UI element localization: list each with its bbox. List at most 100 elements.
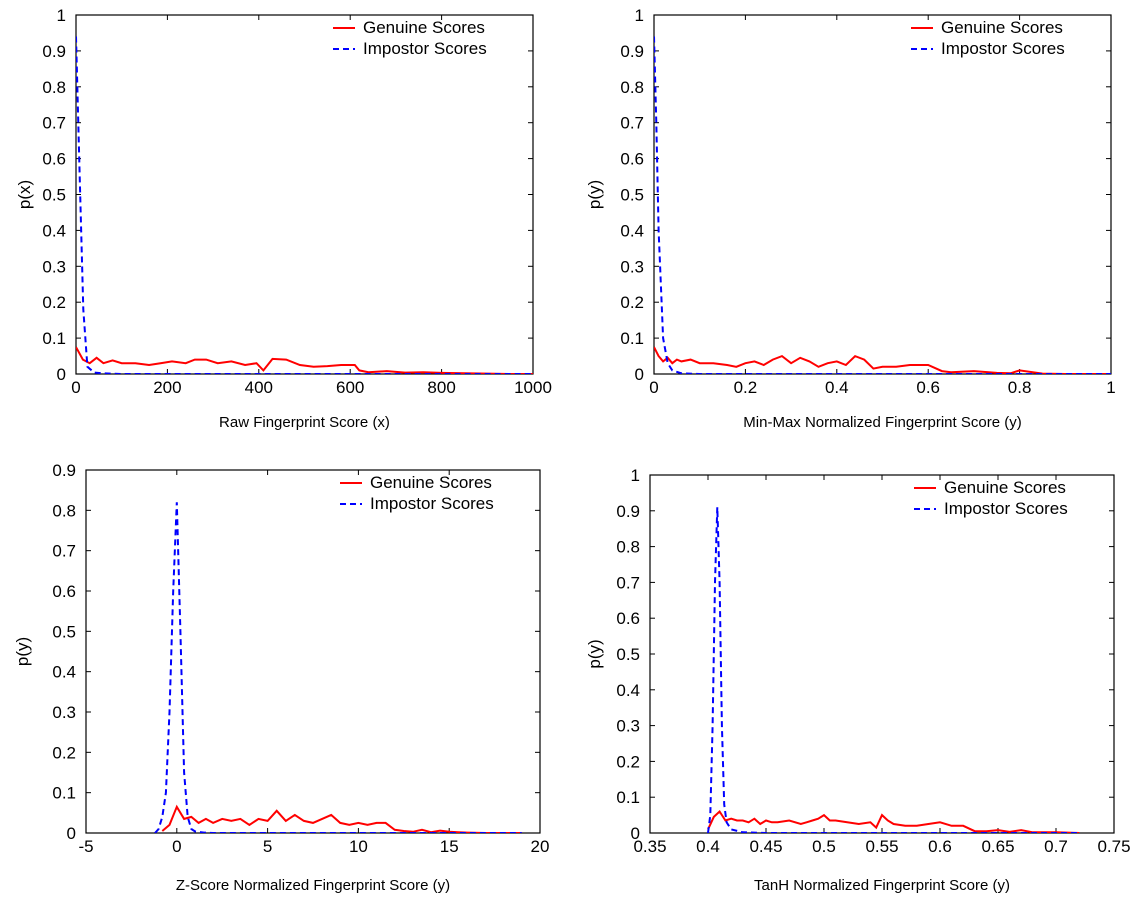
- y-tick-label: 0.9: [616, 502, 640, 521]
- y-tick-label: 0.7: [616, 573, 640, 592]
- y-tick-label: 0.7: [620, 114, 644, 133]
- x-tick-label: 0.4: [825, 378, 849, 397]
- plot-frame: [649, 474, 1115, 834]
- x-tick-label: 0.6: [916, 378, 940, 397]
- y-tick-label: 1: [631, 466, 640, 485]
- legend-label: Genuine Scores: [941, 18, 1063, 37]
- x-tick-label: -5: [78, 837, 93, 856]
- y-tick-label: 0.5: [616, 645, 640, 664]
- y-tick-label: 0.3: [616, 717, 640, 736]
- x-tick-label: 0.8: [1008, 378, 1032, 397]
- y-tick-label: 0.8: [620, 78, 644, 97]
- chart-panel-4: 0.35 0.4 0.45 0.5 0.55 0.6 0.65 0.7 0.75 0 0.1 0.2 0…: [585, 466, 1131, 894]
- plot-frame: [653, 14, 1112, 375]
- y-tick-label: 0.4: [52, 663, 76, 682]
- x-tick-label: 0.5: [812, 837, 836, 856]
- genuine-series-line: [161, 804, 522, 833]
- plot-frame: [75, 14, 534, 375]
- y-tick-label: 0.1: [52, 784, 76, 803]
- x-tick-label: 0.55: [865, 837, 898, 856]
- y-tick-label: 0.4: [616, 681, 640, 700]
- legend-label: Impostor Scores: [363, 39, 487, 58]
- x-tick-label: 400: [245, 378, 273, 397]
- x-tick-label: 0.35: [633, 837, 666, 856]
- x-tick-label: 0.45: [749, 837, 782, 856]
- x-axis-label: Raw Fingerprint Score (x): [219, 414, 390, 431]
- y-tick-label: 0: [631, 824, 640, 843]
- y-tick-label: 0.1: [620, 329, 644, 348]
- x-tick-label: 0.2: [734, 378, 758, 397]
- x-tick-label: 600: [336, 378, 364, 397]
- y-tick-label: 0.4: [42, 221, 66, 240]
- y-tick-label: 0.9: [620, 42, 644, 61]
- y-tick-label: 0.9: [42, 42, 66, 61]
- impostor-series-line: [76, 36, 533, 374]
- x-tick-label: 0.7: [1044, 837, 1068, 856]
- y-tick-label: 0.5: [620, 186, 644, 205]
- y-tick-label: 0.7: [52, 542, 76, 561]
- y-tick-label: 0: [635, 365, 644, 384]
- y-tick-label: 1: [57, 6, 66, 25]
- legend-label: Genuine Scores: [370, 473, 492, 492]
- legend-label: Impostor Scores: [944, 499, 1068, 518]
- y-tick-label: 0: [67, 824, 76, 843]
- y-tick-label: 0.6: [616, 609, 640, 628]
- y-tick-label: 0.1: [42, 329, 66, 348]
- y-axis-label: p(y): [585, 180, 604, 209]
- y-tick-label: 0.1: [616, 788, 640, 807]
- y-tick-label: 0.7: [42, 114, 66, 133]
- legend-label: Genuine Scores: [944, 478, 1066, 497]
- y-tick-label: 0.2: [52, 743, 76, 762]
- y-tick-label: 0.8: [52, 501, 76, 520]
- y-tick-label: 1: [635, 6, 644, 25]
- x-tick-label: 800: [427, 378, 455, 397]
- x-tick-label: 5: [263, 837, 272, 856]
- chart-panel-2: 0 0.2 0.4 0.6 0.8 1 0 0.1 0.2 0.3 0.4 0.5 0.6 0.7 0.8 0…: [585, 6, 1116, 431]
- legend-label: Impostor Scores: [370, 494, 494, 513]
- x-tick-label: 20: [531, 837, 550, 856]
- x-tick-label: 200: [153, 378, 181, 397]
- x-tick-label: 0: [172, 837, 181, 856]
- y-tick-label: 0.8: [42, 78, 66, 97]
- y-tick-label: 0.3: [42, 257, 66, 276]
- x-tick-label: 0.6: [928, 837, 952, 856]
- x-tick-label: 1000: [514, 378, 552, 397]
- y-tick-label: 0: [57, 365, 66, 384]
- y-tick-label: 0.8: [616, 538, 640, 557]
- y-axis-label: p(y): [585, 639, 604, 668]
- y-tick-label: 0.6: [52, 582, 76, 601]
- y-tick-label: 0.2: [620, 293, 644, 312]
- x-axis-label: Min-Max Normalized Fingerprint Score (y): [743, 414, 1021, 431]
- impostor-series-line: [707, 507, 1080, 833]
- y-tick-label: 0.5: [52, 622, 76, 641]
- y-tick-label: 0.9: [52, 461, 76, 480]
- x-tick-label: 0.65: [981, 837, 1014, 856]
- genuine-series-line: [76, 346, 533, 374]
- y-tick-label: 0.3: [52, 703, 76, 722]
- legend-label: Impostor Scores: [941, 39, 1065, 58]
- x-tick-label: 0.75: [1097, 837, 1130, 856]
- y-tick-label: 0.3: [620, 257, 644, 276]
- chart-panel-1: 0 200 400 600 800 1000 0 0.1 0.2 0.3 0.4 0.5 0.6 0.7 0…: [15, 6, 552, 431]
- impostor-series-line: [154, 502, 522, 833]
- x-tick-label: 15: [440, 837, 459, 856]
- y-tick-label: 0.4: [620, 221, 644, 240]
- genuine-series-line: [654, 346, 1111, 374]
- x-axis-label: TanH Normalized Fingerprint Score (y): [754, 877, 1010, 894]
- x-axis-label: Z-Score Normalized Fingerprint Score (y): [176, 877, 450, 894]
- plot-frame: [85, 469, 541, 834]
- y-axis-label: p(y): [13, 637, 32, 666]
- impostor-series-line: [654, 36, 1111, 374]
- legend-label: Genuine Scores: [363, 18, 485, 37]
- x-tick-label: 0: [649, 378, 658, 397]
- y-axis-label: p(x): [15, 180, 34, 209]
- x-tick-label: 1: [1106, 378, 1115, 397]
- x-tick-label: 10: [349, 837, 368, 856]
- y-tick-label: 0.2: [616, 752, 640, 771]
- genuine-series-line: [707, 809, 1080, 833]
- y-tick-label: 0.5: [42, 186, 66, 205]
- y-tick-label: 0.6: [42, 150, 66, 169]
- y-tick-label: 0.2: [42, 293, 66, 312]
- x-tick-label: 0: [71, 378, 80, 397]
